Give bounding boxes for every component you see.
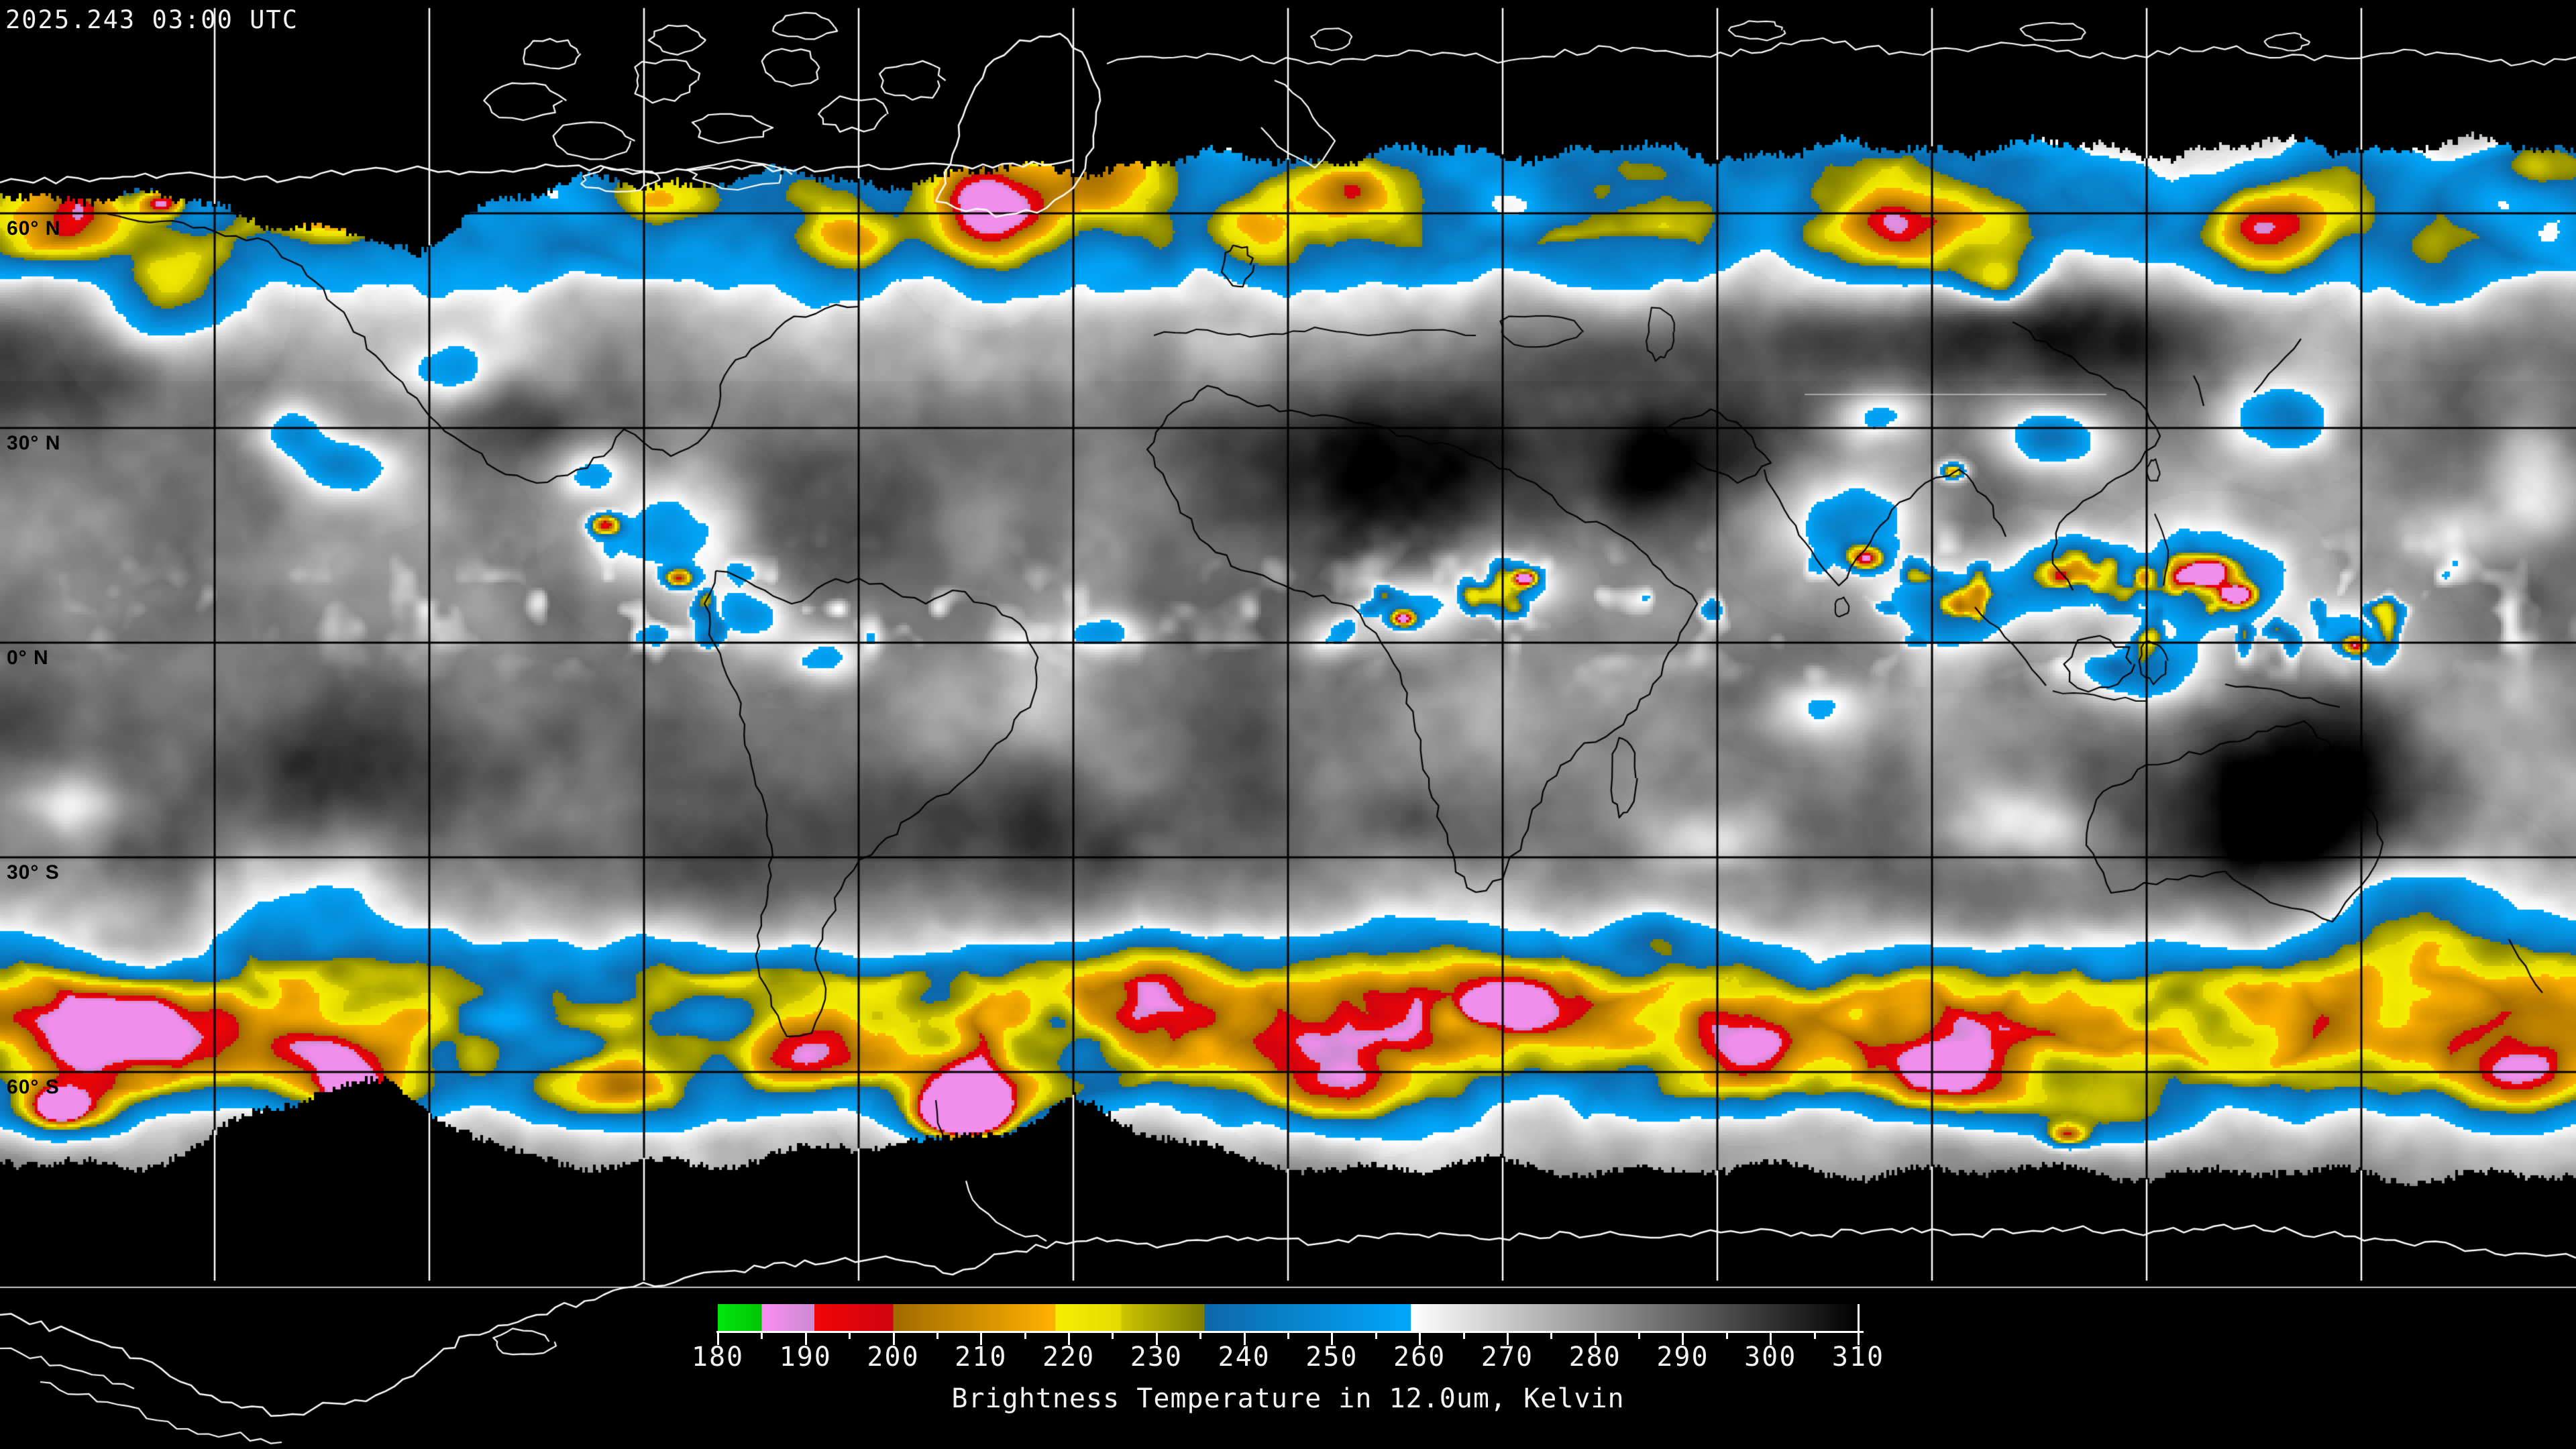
colorbar-gradient xyxy=(718,1304,1858,1331)
timestamp-label: 2025.243 03:00 UTC xyxy=(5,5,299,34)
colorbar-tick-label: 270 xyxy=(1481,1342,1534,1373)
colorbar-tick xyxy=(761,1333,763,1339)
colorbar-tick-label: 190 xyxy=(779,1342,832,1373)
colorbar-tick xyxy=(1638,1333,1641,1339)
colorbar-tick-label: 240 xyxy=(1218,1342,1271,1373)
colorbar-tick-label: 290 xyxy=(1656,1342,1709,1373)
colorbar-tick xyxy=(1199,1333,1202,1339)
colorbar-tick xyxy=(717,1333,719,1345)
colorbar-tick xyxy=(1682,1333,1684,1345)
colorbar-tick-label: 210 xyxy=(955,1342,1008,1373)
colorbar: 180 190 200 210 220 230 240 250 260 270 … xyxy=(692,1304,1883,1438)
colorbar-tick xyxy=(849,1333,851,1339)
latitude-label-0n: 0° N xyxy=(7,647,49,669)
colorbar-tick xyxy=(1813,1333,1816,1339)
colorbar-tick xyxy=(1112,1333,1114,1339)
colorbar-tick xyxy=(892,1333,895,1345)
colorbar-tick xyxy=(1243,1333,1246,1345)
colorbar-tick xyxy=(1770,1333,1772,1345)
colorbar-tick xyxy=(1550,1333,1553,1339)
colorbar-tick xyxy=(1068,1333,1071,1345)
latitude-label-30s: 30° S xyxy=(7,861,60,883)
colorbar-tick-label: 220 xyxy=(1042,1342,1095,1373)
colorbar-tick-label: 250 xyxy=(1305,1342,1358,1373)
colorbar-tick-label: 230 xyxy=(1130,1342,1183,1373)
latitude-label-60s: 60° S xyxy=(7,1076,60,1098)
colorbar-tick-label: 280 xyxy=(1568,1342,1621,1373)
latitude-label-60n: 60° N xyxy=(7,217,61,239)
colorbar-caption: Brightness Temperature in 12.0um, Kelvin xyxy=(951,1383,1625,1414)
colorbar-tick xyxy=(1858,1333,1860,1345)
colorbar-tick xyxy=(1287,1333,1289,1339)
colorbar-tick-label: 300 xyxy=(1744,1342,1797,1373)
colorbar-tick xyxy=(980,1333,983,1345)
colorbar-tick xyxy=(1462,1333,1465,1339)
colorbar-tick xyxy=(1331,1333,1334,1345)
colorbar-tick xyxy=(1725,1333,1728,1339)
colorbar-tick-label: 200 xyxy=(867,1342,920,1373)
colorbar-tick-label: 310 xyxy=(1831,1342,1885,1373)
colorbar-tick xyxy=(1506,1333,1509,1345)
colorbar-tick xyxy=(1155,1333,1158,1345)
colorbar-end-border xyxy=(1858,1304,1860,1331)
colorbar-tick xyxy=(936,1333,938,1339)
colorbar-tick xyxy=(1419,1333,1421,1345)
colorbar-tick-label: 260 xyxy=(1393,1342,1446,1373)
colorbar-tick-label: 180 xyxy=(691,1342,745,1373)
colorbar-tick xyxy=(804,1333,807,1345)
colorbar-tick xyxy=(1375,1333,1377,1339)
colorbar-tick xyxy=(1594,1333,1597,1345)
colorbar-tick xyxy=(1024,1333,1026,1339)
colorbar-axis-line xyxy=(716,1331,1864,1333)
latitude-label-30n: 30° N xyxy=(7,432,61,454)
